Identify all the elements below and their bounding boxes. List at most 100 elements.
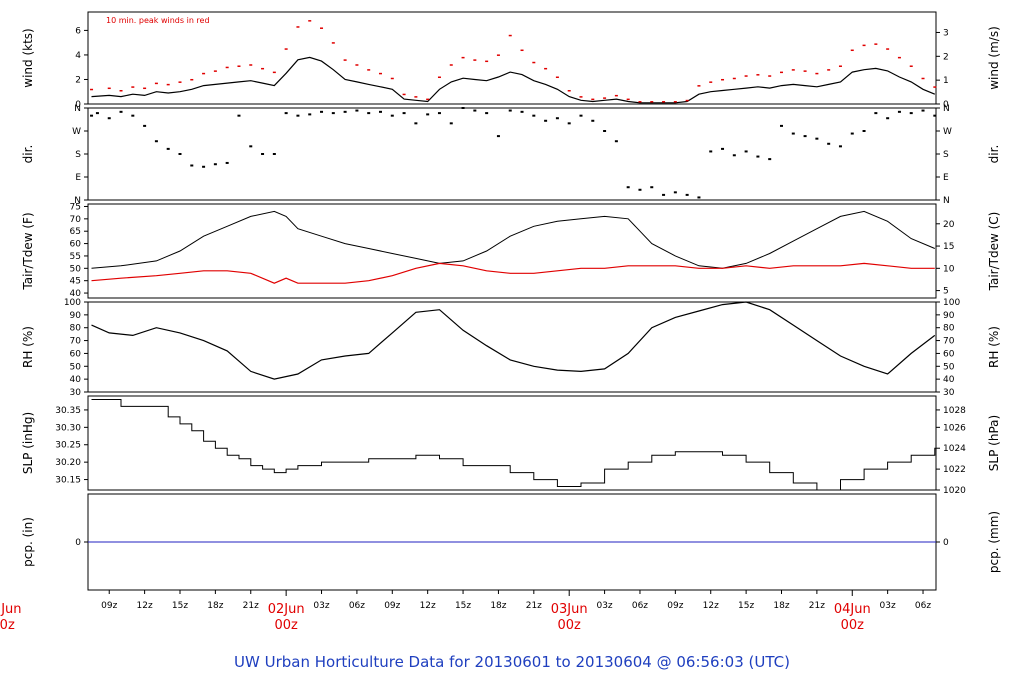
y-tick-label-right: 5: [943, 287, 949, 297]
peak-wind-point: [402, 93, 406, 96]
peak-wind-point: [721, 78, 725, 81]
y-axis-label-right: dir.: [987, 145, 1001, 164]
direction-point: [119, 110, 123, 113]
peak-wind-point: [426, 98, 430, 101]
peak-wind-point: [320, 27, 324, 29]
x-hour-tick-label: 18z: [490, 601, 506, 611]
x-hour-tick-label: 15z: [172, 601, 188, 611]
y-tick-label-right: 0: [943, 538, 949, 548]
peak-wind-point: [414, 96, 418, 98]
rh-line: [91, 301, 936, 380]
peak-wind-point: [897, 56, 901, 59]
direction-point: [178, 153, 182, 155]
x-hour-tick-label: 18z: [207, 601, 223, 611]
x-day-label-hour: 00z: [274, 618, 298, 633]
peak-wind-point: [697, 85, 701, 87]
y-tick-label-right: 90: [943, 311, 955, 321]
direction-point: [331, 112, 335, 115]
peak-wind-point: [249, 64, 253, 66]
y-axis-label-left: wind (kts): [21, 28, 35, 87]
x-hour-tick-label: 12z: [703, 601, 719, 611]
direction-point: [437, 112, 441, 115]
direction-point: [284, 112, 288, 115]
peak-wind-point: [131, 86, 135, 88]
y-axis-label-left: RH (%): [21, 326, 35, 368]
peak-wind-point: [154, 82, 158, 85]
peak-wind-point: [296, 26, 300, 28]
direction-point: [213, 163, 217, 166]
y-axis-label-left: Tair/Tdew (F): [21, 212, 35, 290]
x-day-label-hour: 00z: [0, 618, 15, 633]
y-tick-label-left: S: [75, 150, 81, 160]
temperature-panel: Tair/Tdew (F) Tair/Tdew (C) 40 45 50 55 60 65 70…: [21, 202, 1001, 299]
peak-wind-point: [909, 65, 913, 67]
direction-point: [390, 114, 394, 117]
y-tick-label-left: 50: [70, 264, 82, 274]
direction-point: [131, 114, 135, 117]
y-tick-label-right: 80: [943, 324, 955, 334]
peak-wind-point: [461, 56, 465, 59]
direction-point: [815, 137, 819, 140]
y-tick-label-left: 40: [70, 289, 82, 299]
x-hour-tick-label: 18z: [773, 601, 789, 611]
peak-wind-point: [178, 81, 182, 83]
direction-point: [662, 193, 666, 196]
x-day-label-date: 03Jun: [551, 602, 588, 617]
peak-wind-point: [827, 69, 831, 71]
y-axis-label-right: SLP (hPa): [987, 415, 1001, 471]
peak-wind-point: [437, 76, 441, 79]
peak-wind-point: [921, 77, 925, 80]
peak-wind-point: [331, 42, 335, 44]
y-tick-label-left: 50: [70, 362, 82, 372]
y-tick-label-right: 3: [943, 28, 949, 38]
direction-point: [202, 165, 206, 168]
direction-point: [685, 193, 689, 196]
direction-point: [626, 186, 630, 189]
y-axis-label-right: wind (m/s): [987, 26, 1001, 90]
peak-wind-point: [638, 101, 642, 103]
direction-point: [508, 109, 512, 112]
y-tick-label-left: 70: [70, 337, 82, 347]
wind-speed-line: [91, 56, 936, 104]
direction-point: [225, 161, 229, 164]
direction-point: [90, 114, 94, 117]
peak-wind-point: [520, 49, 524, 52]
direction-point: [402, 112, 406, 115]
direction-point: [249, 145, 253, 148]
slp-panel: SLP (inHg) SLP (hPa) 30.15 30.20 30.25 30.30 3…: [21, 395, 1001, 496]
direction-panel: dir. dir. N E S W N N E S W N: [21, 104, 1001, 206]
direction-point: [862, 130, 866, 132]
peak-wind-point: [768, 75, 772, 77]
peak-wind-point: [225, 66, 229, 69]
y-tick-label-left: 30.15: [55, 476, 81, 486]
x-day-label-date: 01Jun: [0, 602, 22, 617]
peak-wind-point: [850, 49, 854, 52]
direction-point: [485, 112, 489, 115]
direction-point: [426, 113, 430, 116]
y-tick-label-left: 75: [70, 202, 81, 212]
direction-point: [320, 110, 324, 113]
direction-point: [414, 122, 418, 125]
y-tick-label-left: 30.20: [55, 458, 81, 468]
y-tick-label-right: E: [943, 173, 949, 183]
peak-wind-point: [874, 43, 878, 45]
peak-wind-annotation: 10 min. peak winds in red: [106, 16, 210, 25]
y-tick-label-left: 4: [75, 51, 81, 61]
direction-point: [449, 122, 453, 125]
peak-wind-point: [449, 64, 453, 66]
direction-point: [827, 142, 831, 145]
direction-point: [803, 135, 807, 138]
y-tick-label-left: N: [74, 104, 81, 114]
x-hour-tick-label: 21z: [526, 601, 542, 611]
direction-point: [378, 110, 382, 113]
y-tick-label-right: S: [943, 150, 949, 160]
direction-point: [744, 150, 748, 153]
direction-point: [650, 186, 654, 189]
peak-wind-point: [591, 98, 595, 101]
direction-point: [874, 112, 878, 115]
peak-wind-point: [544, 67, 548, 70]
y-tick-label-left: 90: [70, 311, 82, 321]
panel-frame: [87, 301, 937, 393]
y-tick-label-left: 65: [70, 227, 81, 237]
y-tick-label-right: 10: [943, 264, 955, 274]
